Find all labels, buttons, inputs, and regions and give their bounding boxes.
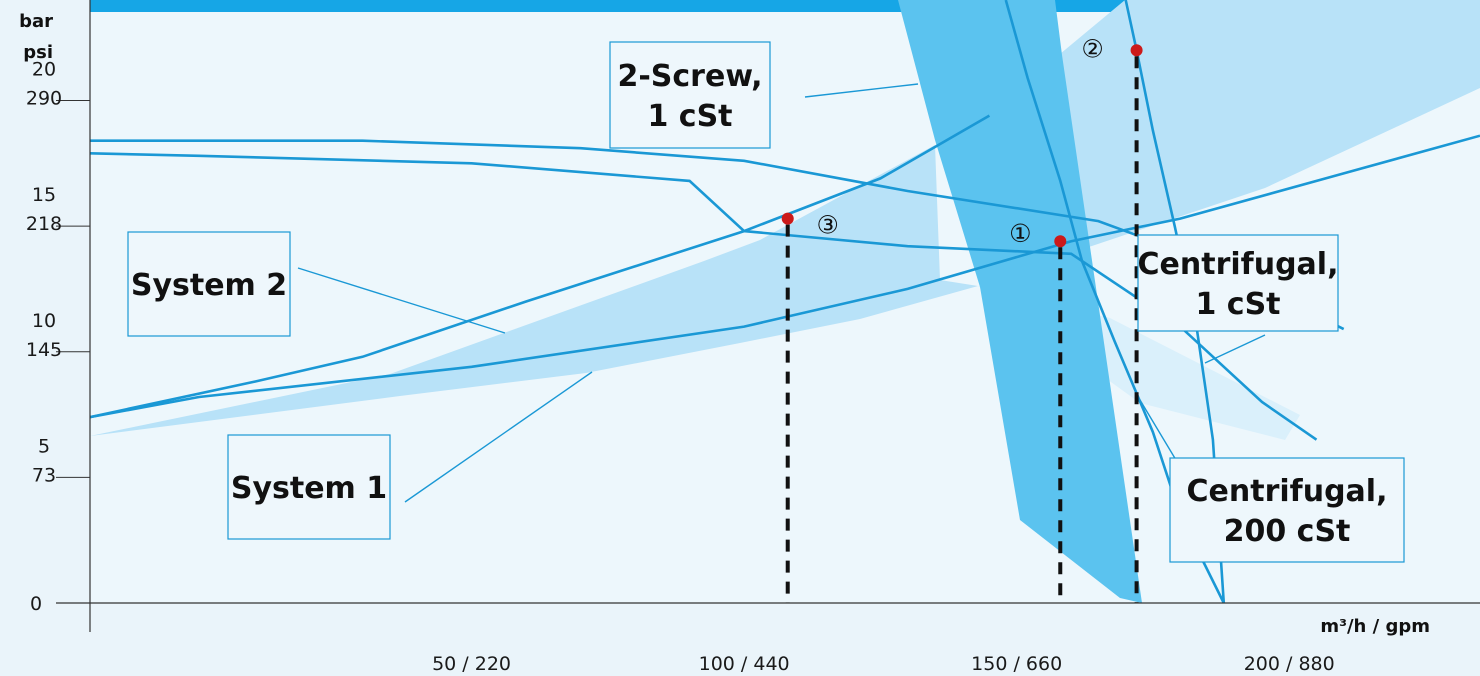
y-tick-bar-0: 0: [30, 593, 42, 615]
y-tick-labels: 0 5 73 10 145 15 218 20 290: [26, 59, 90, 615]
operating-point-label-2: ②: [1081, 34, 1103, 63]
series-line-4: [89, 152, 1318, 441]
y-tick-psi-4: 290: [26, 88, 62, 110]
series-label-5-line-2: 200 cSt: [1224, 514, 1351, 549]
screw-region: [898, 0, 1142, 603]
y-tick-bar-4: 20: [32, 59, 56, 81]
y-tick-psi-3: 218: [26, 213, 62, 235]
x-tick-labels: 50 / 220 100 / 440 150 / 660 200 / 880: [432, 653, 1335, 675]
label-box-1: [609, 41, 771, 149]
y-tick-bar-2: 10: [32, 310, 56, 332]
guide-lines: [785, 56, 1139, 603]
x-tick-4: 200 / 880: [1244, 653, 1335, 675]
y-unit-bar: bar: [19, 11, 53, 32]
series-label-2-line-1: System 2: [131, 268, 287, 303]
series-label-3-line-1: System 1: [231, 471, 387, 506]
operating-point-1: [1054, 235, 1067, 248]
operating-points: ① ② ③: [781, 34, 1143, 248]
label-box-5: [1169, 457, 1405, 563]
x-tick-2: 100 / 440: [699, 653, 790, 675]
series-label-4-line-2: 1 cSt: [1195, 287, 1280, 322]
series-labels: 2-Screw, 1 cSt System 2 System 1 Centrifugal…: [127, 41, 1405, 563]
label-box-4: [1137, 234, 1339, 332]
operating-point-label-3: ③: [817, 211, 839, 240]
operating-point-2: [1130, 44, 1143, 57]
series-label-4-line-1: Centrifugal,: [1138, 247, 1339, 282]
series-line-2: [89, 114, 991, 419]
y-tick-bar-3: 15: [32, 184, 56, 206]
y-tick-psi-2: 145: [26, 339, 62, 361]
y-unit-psi: psi: [23, 42, 53, 63]
x-tick-1: 50 / 220: [432, 653, 511, 675]
label-box-2: [127, 231, 291, 337]
series-label-1-line-2: 1 cSt: [647, 99, 732, 134]
operating-point-label-1: ①: [1009, 219, 1031, 248]
leader-line-4: [1204, 334, 1266, 364]
leader-line-1: [804, 83, 919, 98]
label-box-3: [227, 434, 391, 540]
operating-point-3: [781, 212, 794, 225]
x-tick-3: 150 / 660: [971, 653, 1062, 675]
series-label-5-line-1: Centrifugal,: [1187, 474, 1388, 509]
leader-line-2: [297, 267, 506, 334]
x-unit-label: m³/h / gpm: [1320, 616, 1430, 637]
leader-line-3: [404, 371, 593, 503]
y-tick-psi-1: 73: [32, 464, 56, 486]
series-label-1-line-1: 2-Screw,: [617, 59, 762, 94]
y-tick-bar-1: 5: [38, 435, 50, 457]
series-line-1: [89, 134, 1480, 419]
